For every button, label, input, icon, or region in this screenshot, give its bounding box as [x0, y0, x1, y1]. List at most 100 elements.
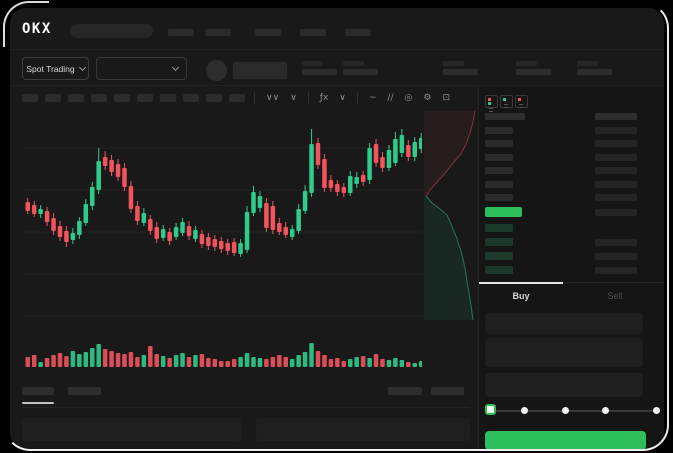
okx-logo[interactable]: OKX	[22, 21, 52, 37]
icon-bars	[503, 98, 506, 102]
candle-body	[315, 143, 321, 165]
orders-list-placeholder	[256, 418, 470, 441]
bid-amount-placeholder[interactable]	[595, 253, 637, 260]
timeframe-button[interactable]	[229, 94, 245, 102]
slider-stop[interactable]	[521, 407, 528, 414]
candle-body	[270, 206, 276, 230]
ask-amount-placeholder[interactable]	[595, 180, 637, 188]
market-type-dropdown[interactable]: Spot Trading	[22, 57, 89, 80]
ask-amount-placeholder[interactable]	[595, 127, 637, 134]
tab-sell[interactable]: Sell	[607, 291, 623, 301]
bid-price-placeholder[interactable]	[485, 266, 513, 274]
orders-filter-placeholder[interactable]	[431, 387, 464, 395]
volume-bar	[193, 355, 198, 367]
timeframe-button[interactable]	[183, 94, 199, 102]
orderbook-view-asks-icon[interactable]	[515, 95, 528, 108]
nav-item-placeholder[interactable]	[168, 29, 194, 36]
nav-item-placeholder[interactable]	[255, 29, 281, 36]
buy-submit-button[interactable]	[485, 431, 646, 450]
bid-depth-area	[424, 196, 473, 320]
bid-price-placeholder[interactable]	[485, 224, 513, 232]
order-form-field[interactable]	[485, 338, 643, 367]
icon-line	[519, 106, 523, 108]
volume-bar	[109, 351, 114, 367]
volume-bar	[122, 354, 127, 367]
last-price-highlight[interactable]	[485, 207, 522, 217]
timeframe-button[interactable]	[91, 94, 107, 102]
timeframe-button[interactable]	[22, 94, 38, 102]
chart-settings-icon[interactable]: ⚙	[423, 93, 432, 103]
candle-body	[44, 211, 50, 222]
slider-stop[interactable]	[602, 407, 609, 414]
ask-price-placeholder[interactable]	[485, 180, 513, 188]
ask-amount-placeholder[interactable]	[595, 140, 637, 148]
timeframe-button[interactable]	[68, 94, 84, 102]
volume-bar	[167, 358, 172, 367]
candlestick-chart[interactable]	[22, 110, 422, 332]
bid-amount-placeholder[interactable]	[595, 267, 637, 274]
ask-amount-placeholder[interactable]	[595, 194, 637, 201]
candle-body	[373, 144, 379, 163]
volume-bar	[31, 355, 37, 367]
slider-handle[interactable]	[485, 404, 496, 415]
amount-slider-track[interactable]	[490, 410, 657, 412]
slider-stop[interactable]	[562, 407, 569, 414]
fullscreen-icon[interactable]: ⊡	[442, 93, 450, 103]
ask-amount-placeholder[interactable]	[595, 153, 637, 161]
orderbook-view-bids-icon[interactable]	[500, 95, 513, 108]
nav-item-placeholder[interactable]	[345, 29, 371, 36]
volume-bar	[412, 363, 417, 367]
candle-body	[77, 221, 82, 235]
orders-filter-placeholder[interactable]	[388, 387, 422, 395]
nav-item-placeholder[interactable]	[205, 29, 231, 36]
ask-price-placeholder[interactable]	[485, 127, 513, 134]
candle-body	[212, 239, 218, 247]
top-nav: OKX	[10, 8, 664, 50]
candle-body	[238, 243, 243, 254]
volume-bar	[186, 357, 192, 367]
timeframe-button[interactable]	[206, 94, 222, 102]
ask-price-placeholder[interactable]	[485, 140, 513, 148]
timeframe-button[interactable]	[114, 94, 130, 102]
candle-body	[251, 192, 256, 213]
order-form-field[interactable]	[485, 313, 643, 334]
ask-price-placeholder[interactable]	[485, 153, 513, 161]
candle-body	[83, 204, 89, 223]
orders-tab-active[interactable]	[22, 387, 54, 395]
ask-price-placeholder[interactable]	[485, 167, 513, 175]
candle-body	[341, 187, 347, 193]
volume-bar	[341, 361, 347, 367]
volume-bar	[212, 359, 218, 367]
timeframe-button[interactable]	[160, 94, 176, 102]
tab-buy[interactable]: Buy	[512, 291, 530, 301]
icon-bar	[488, 102, 491, 105]
draw-tools-icon[interactable]: //	[387, 93, 394, 103]
indicators-icon[interactable]: ƒx	[319, 93, 329, 103]
chart-type-caret-icon[interactable]: ∨	[290, 93, 297, 103]
orders-tab[interactable]	[68, 387, 101, 395]
volume-bar	[348, 359, 353, 367]
volume-bar	[296, 355, 301, 367]
indicators-caret-icon[interactable]: ∨	[339, 93, 346, 103]
order-form-field[interactable]	[485, 373, 643, 397]
slider-stop[interactable]	[653, 407, 660, 414]
orderbook-view-both-icon[interactable]	[485, 95, 498, 112]
volume-bar	[244, 353, 250, 367]
ask-amount-placeholder[interactable]	[595, 167, 637, 175]
bid-price-placeholder[interactable]	[485, 238, 513, 246]
line-tools-icon[interactable]: ~	[368, 93, 377, 103]
ask-price-placeholder[interactable]	[485, 194, 513, 201]
chart-type-icon[interactable]: ∨∨	[266, 93, 280, 103]
bid-amount-placeholder[interactable]	[595, 239, 637, 246]
volume-bar	[302, 352, 308, 367]
screenshot-icon[interactable]: ◎	[404, 93, 413, 103]
timeframe-button[interactable]	[45, 94, 61, 102]
nav-item-placeholder[interactable]	[300, 29, 326, 36]
pair-select[interactable]	[96, 57, 187, 80]
search-input[interactable]	[70, 24, 153, 38]
bid-price-placeholder[interactable]	[485, 252, 513, 260]
timeframe-button[interactable]	[137, 94, 153, 102]
stat-group	[302, 50, 337, 75]
volume-bar	[57, 353, 63, 367]
candle-body	[335, 184, 340, 192]
